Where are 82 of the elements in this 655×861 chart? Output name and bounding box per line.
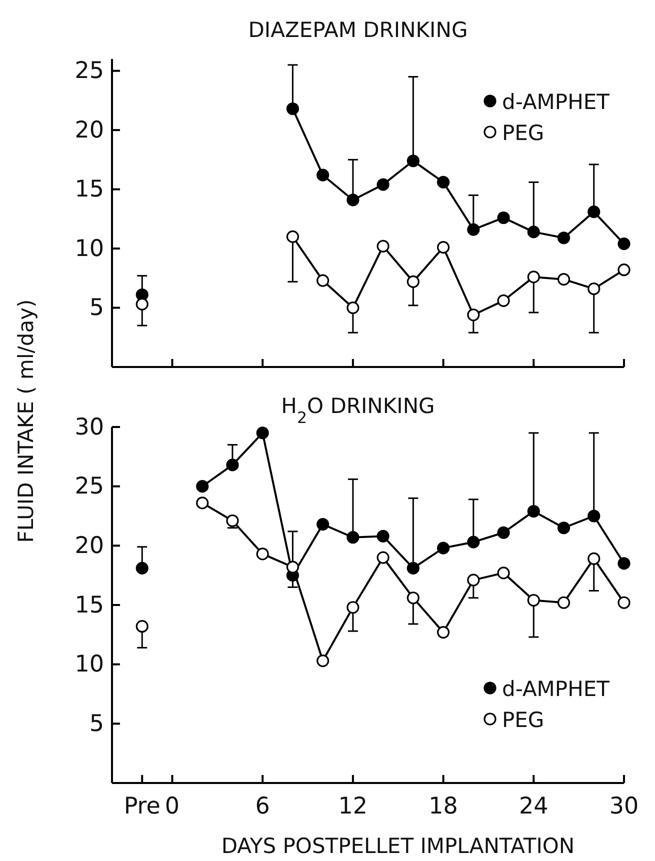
point [286, 102, 300, 116]
point [286, 230, 300, 243]
point [588, 510, 600, 522]
x-tick-label: 24 [519, 793, 548, 820]
point [256, 548, 269, 560]
y-tick-label: 5 [89, 295, 104, 322]
point [286, 560, 300, 574]
point [467, 574, 480, 586]
point [406, 592, 420, 604]
point [436, 542, 450, 554]
point [136, 620, 148, 633]
point [256, 426, 269, 440]
point [588, 552, 600, 566]
point [316, 518, 330, 531]
point [527, 504, 540, 518]
point [527, 594, 540, 607]
x-tick-label: 12 [338, 793, 368, 820]
legend-label: PEG [502, 121, 544, 145]
point [588, 206, 600, 218]
point [196, 496, 209, 510]
point [497, 211, 510, 224]
point [557, 232, 570, 244]
point [346, 301, 360, 314]
x-tick-label: 0 [164, 793, 180, 820]
point [196, 480, 209, 493]
y-tick-label: 20 [74, 533, 104, 560]
point [557, 273, 570, 286]
x-tick-label: 30 [609, 793, 639, 820]
legend-label: d-AMPHET [502, 677, 610, 701]
y-tick-label: 5 [89, 711, 104, 738]
y-axis-title: FLUID INTAKE ( ml/day) [14, 299, 38, 543]
point [316, 654, 330, 668]
y-tick-label: 15 [74, 176, 104, 203]
point [618, 596, 630, 609]
point [406, 562, 420, 575]
legend-label: d-AMPHET [502, 90, 610, 114]
legend-label: PEG [502, 708, 544, 732]
x-axis-title: DAYS POSTPELLET IMPLANTATION [221, 834, 575, 858]
point [497, 566, 510, 580]
point [136, 562, 148, 575]
point [316, 168, 330, 182]
point [376, 530, 390, 542]
point [618, 264, 630, 276]
point [226, 458, 239, 472]
y-tick-label: 10 [74, 652, 104, 678]
y-tick-label: 15 [74, 592, 104, 618]
point [618, 557, 630, 570]
x-tick-label: 18 [428, 793, 458, 820]
point [557, 522, 570, 534]
y-tick-label: 25 [74, 58, 104, 84]
point [376, 178, 390, 191]
point [527, 270, 540, 284]
point [346, 531, 360, 544]
point [436, 241, 450, 254]
chart-title: DIAZEPAM DRINKING [248, 18, 468, 42]
x-tick-label: Pre [124, 793, 160, 820]
point [467, 308, 480, 322]
y-tick-label: 20 [74, 117, 104, 144]
point [436, 176, 450, 188]
point [406, 275, 420, 288]
point [346, 601, 360, 614]
chart-title: H$_{2}$O DRINKING [281, 394, 435, 426]
point [467, 536, 480, 548]
y-tick-label: 25 [74, 474, 104, 500]
point [436, 626, 450, 639]
point [527, 226, 540, 238]
point [136, 298, 148, 311]
point [588, 282, 600, 296]
y-tick-label: 30 [74, 414, 104, 440]
point [406, 154, 420, 168]
y-tick-label: 10 [74, 236, 104, 262]
x-tick-label: 6 [255, 793, 270, 820]
point [467, 223, 480, 236]
point [346, 194, 360, 206]
point [497, 294, 510, 307]
point [618, 238, 630, 250]
point [497, 526, 510, 539]
point [376, 240, 390, 252]
point [226, 514, 239, 528]
point [376, 551, 390, 564]
point [557, 596, 570, 609]
point [316, 274, 330, 287]
